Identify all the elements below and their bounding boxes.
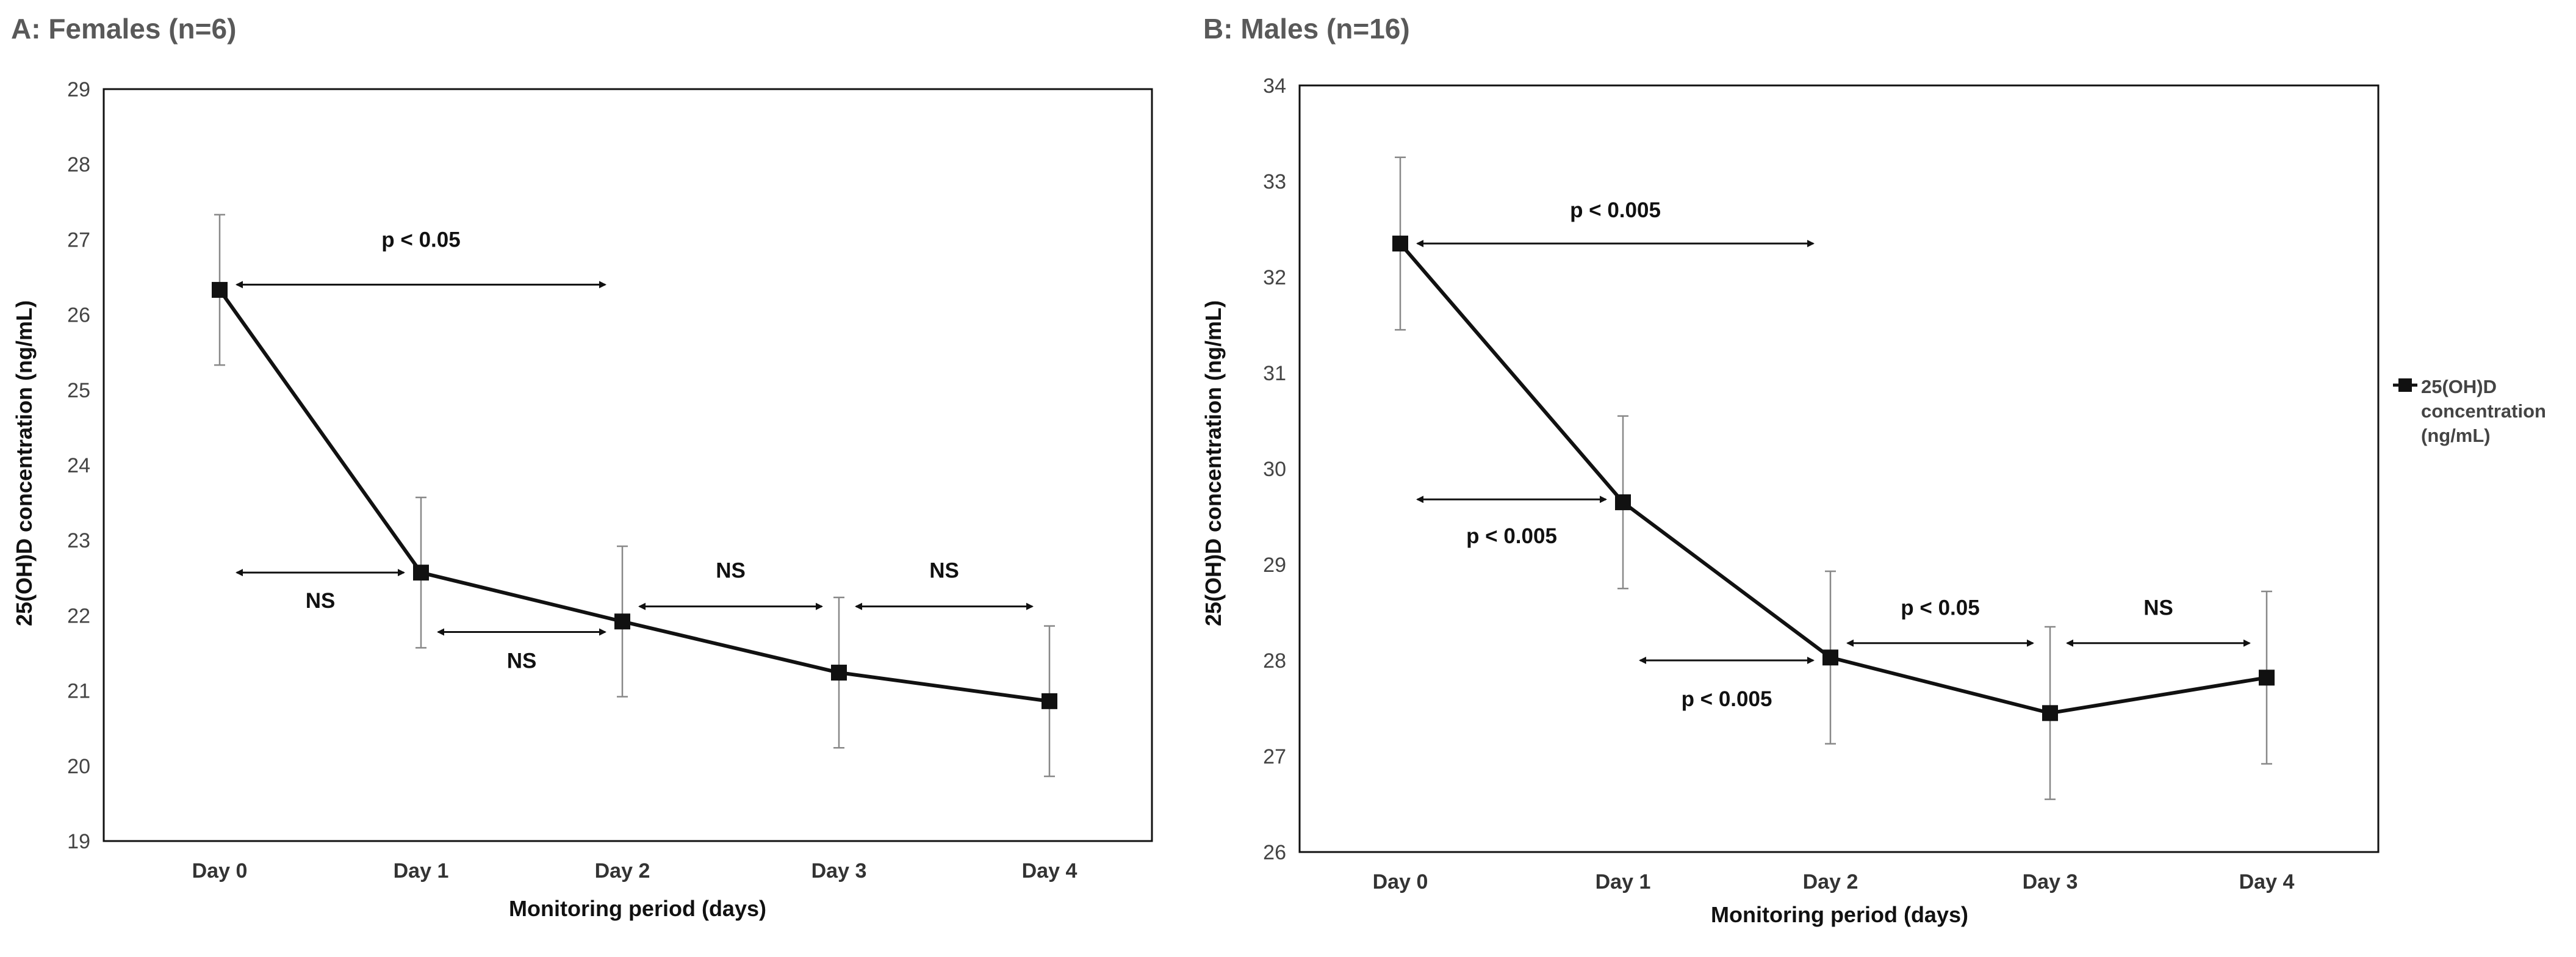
- panel-a-x-tick-label: Day 3: [811, 859, 867, 883]
- panel-a-data-point: [1042, 693, 1057, 709]
- panel-a-y-tick-label: 21: [67, 680, 90, 703]
- panel-a-data-point: [831, 665, 847, 681]
- panel-b-plot-frame: [1298, 84, 2380, 853]
- panel-a-significance-label: NS: [306, 589, 336, 613]
- panel-a-y-tick-label: 20: [67, 755, 90, 778]
- panel-a-y-tick-label: 29: [67, 78, 90, 101]
- panel-b-x-axis-label: Monitoring period (days): [1711, 902, 1968, 927]
- panel-b-significance-label: NS: [2143, 596, 2173, 620]
- panel-a-title: A: Females (n=6): [11, 13, 237, 45]
- panel-b-significance-label: p < 0.005: [1466, 524, 1557, 548]
- panel-b-significance-label: p < 0.005: [1570, 198, 1661, 222]
- panel-b-y-tick-label: 33: [1263, 170, 1286, 193]
- panel-a-y-tick-label: 27: [67, 228, 90, 251]
- panel-b-significance-label: p < 0.05: [1901, 596, 1979, 620]
- panel-a-data-point: [212, 281, 228, 298]
- panel-b-x-tick-label: Day 4: [2239, 870, 2295, 894]
- panel-b-y-tick-label: 31: [1263, 362, 1286, 385]
- panel-b-y-tick-label: 28: [1263, 649, 1286, 673]
- panel-a-data-point: [413, 565, 429, 581]
- panel-a-x-axis-label: Monitoring period (days): [509, 896, 766, 921]
- legend-marker-icon: [2393, 378, 2417, 392]
- legend-label-line-1: 25(OH)D: [2421, 376, 2497, 397]
- panel-b-data-point: [2042, 705, 2058, 721]
- panel-b-significance-label: p < 0.005: [1682, 687, 1772, 711]
- panel-a-significance-label: NS: [716, 558, 746, 582]
- panel-a-y-tick-label: 26: [67, 304, 90, 327]
- panel-b-data-point: [1822, 649, 1838, 666]
- panel-a-plot: 19 20 21 22 23 24 25 26 27 28 29 Day 0 Day 1 Day 2 Day…: [67, 78, 1153, 883]
- panel-b-x-tick-label: Day 2: [1803, 870, 1858, 894]
- panel-a-y-tick-label: 28: [67, 153, 90, 176]
- panel-b-y-tick-label: 34: [1263, 74, 1286, 98]
- panel-b-y-tick-label: 29: [1263, 554, 1286, 577]
- panel-a-y-tick-label: 25: [67, 379, 90, 402]
- panel-b-y-tick-label: 32: [1263, 266, 1286, 289]
- panel-a-significance-label: NS: [507, 649, 537, 673]
- panel-a-x-tick-label: Day 4: [1022, 859, 1078, 883]
- panel-b-x-tick-label: Day 1: [1596, 870, 1651, 894]
- panel-b-x-tick-label: Day 0: [1373, 870, 1428, 894]
- panel-b-data-point: [2259, 670, 2275, 686]
- panel-b-plot: 26 27 28 29 30 31 32 33 34 Day 0 Day 1 Day 2 Day 3 Da…: [1263, 74, 2380, 894]
- panel-a-y-tick-label: 22: [67, 604, 90, 627]
- panel-a-x-tick-label: Day 2: [595, 859, 650, 883]
- panel-b-data-point: [1615, 494, 1631, 510]
- panel-a-plot-frame: [103, 88, 1153, 842]
- panel-b-y-tick-label: 30: [1263, 458, 1286, 481]
- panel-a-significance-label: NS: [929, 558, 959, 582]
- panel-a-significance-label: p < 0.05: [381, 228, 460, 251]
- panel-b-data-point: [1392, 236, 1408, 252]
- panel-a-x-tick-label: Day 0: [192, 859, 248, 883]
- panel-a-series-line: [218, 289, 1050, 703]
- panel-b-x-tick-label: Day 3: [2023, 870, 2078, 894]
- panel-a-data-point: [614, 613, 630, 630]
- legend-label-line-3: (ng/mL): [2421, 425, 2491, 446]
- panel-a-y-tick-label: 23: [67, 529, 90, 552]
- panel-b-y-tick-label: 27: [1263, 745, 1286, 768]
- panel-a-x-tick-label: Day 1: [394, 859, 449, 883]
- panel-a-y-tick-label: 24: [67, 454, 90, 477]
- panel-b-title: B: Males (n=16): [1203, 13, 1410, 45]
- legend-label: 25(OH)D concentration (ng/mL): [2421, 375, 2546, 448]
- panel-a-y-tick-label: 19: [67, 830, 90, 853]
- panel-b-y-tick-label: 26: [1263, 841, 1286, 864]
- legend-label-line-2: concentration: [2421, 400, 2546, 422]
